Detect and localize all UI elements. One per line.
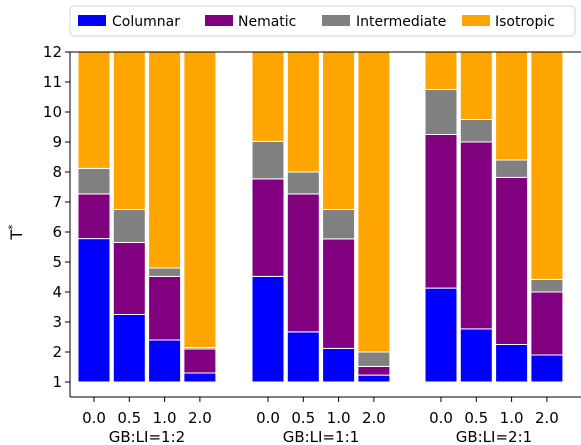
bar-segment-nematic: [530, 291, 564, 356]
legend-swatch-nematic: [205, 15, 233, 26]
bar-segment-isotropic: [530, 51, 564, 280]
bar-segment-intermediate: [530, 278, 564, 293]
x-tick-label: 0.5: [464, 409, 488, 427]
legend-swatch-isotropic: [462, 15, 490, 26]
bar-segment-isotropic: [77, 51, 111, 169]
group-label: GB:LI=1:2: [109, 428, 185, 445]
y-axis-label: T*: [6, 224, 26, 241]
bar-segment-nematic: [148, 275, 182, 341]
x-tick-label: 0.0: [429, 409, 453, 427]
bar-segment-intermediate: [495, 159, 529, 178]
y-tick-label: 11: [43, 73, 62, 91]
y-tick-label: 4: [52, 283, 62, 301]
bar-segment-columnar: [251, 275, 285, 383]
bars-layer: [77, 51, 564, 383]
legend: Columnar Nematic Intermediate Isotropic: [69, 5, 576, 37]
legend-label-isotropic: Isotropic: [495, 14, 555, 30]
x-tick-label: 1.0: [500, 409, 524, 427]
axes-layer: 0.0 0.5 1.0 2.0GB:LI=1:20.0 0.5 1.0 2.0GB:LI=1…: [6, 43, 581, 445]
x-tick-label: 0.0: [82, 409, 106, 427]
bar-segment-intermediate: [286, 171, 320, 195]
y-tick-label: 9: [52, 133, 62, 151]
legend-swatch-columnar: [78, 15, 106, 26]
bar-segment-columnar: [322, 347, 356, 383]
bar-segment-nematic: [286, 193, 320, 333]
bar-segment-columnar: [112, 314, 146, 383]
bar-segment-isotropic: [286, 51, 320, 173]
bar-segment-columnar: [183, 372, 217, 383]
legend-label-nematic: Nematic: [238, 14, 296, 30]
y-tick-label: 2: [52, 343, 62, 361]
group-label: GB:LI=2:1: [456, 428, 532, 445]
bar-segment-isotropic: [183, 51, 217, 348]
x-tick-label: 2.0: [535, 409, 559, 427]
bar-segment-nematic: [251, 178, 285, 277]
bar-segment-intermediate: [424, 89, 458, 135]
y-tick-label: 7: [52, 193, 62, 211]
bar-segment-nematic: [495, 176, 529, 345]
bar-segment-intermediate: [322, 209, 356, 240]
bar-segment-isotropic: [322, 51, 356, 210]
legend-swatch-intermediate: [322, 15, 350, 26]
bar-segment-isotropic: [459, 51, 493, 120]
bar-segment-columnar: [530, 354, 564, 383]
bar-segment-nematic: [357, 365, 391, 376]
y-tick-label: 5: [52, 253, 62, 271]
bar-segment-intermediate: [251, 140, 285, 180]
x-tick-label: 1.0: [327, 409, 351, 427]
bar-segment-nematic: [77, 193, 111, 240]
bar-segment-isotropic: [357, 51, 391, 353]
bar-segment-columnar: [148, 339, 182, 383]
bar-segment-isotropic: [424, 51, 458, 90]
y-tick-label: 6: [52, 223, 62, 241]
bar-segment-intermediate: [148, 267, 182, 277]
x-tick-label: 2.0: [188, 409, 212, 427]
group-label: GB:LI=1:1: [283, 428, 359, 445]
legend-label-columnar: Columnar: [112, 14, 180, 30]
bar-segment-intermediate: [112, 209, 146, 243]
x-tick-label: 0.5: [291, 409, 315, 427]
bar-segment-nematic: [112, 242, 146, 315]
y-tick-label: 10: [43, 103, 62, 121]
y-tick-label: 3: [52, 313, 62, 331]
bar-segment-isotropic: [495, 51, 529, 161]
bar-segment-columnar: [77, 238, 111, 383]
bar-segment-intermediate: [357, 351, 391, 367]
bar-segment-columnar: [495, 344, 529, 383]
bar-segment-isotropic: [251, 51, 285, 142]
bar-segment-intermediate: [77, 167, 111, 195]
bar-segment-intermediate: [459, 119, 493, 143]
y-tick-label: 12: [43, 43, 62, 61]
bar-segment-columnar: [424, 287, 458, 383]
bar-segment-nematic: [183, 348, 217, 374]
x-tick-label: 0.0: [256, 409, 280, 427]
bar-segment-nematic: [322, 238, 356, 349]
bar-segment-nematic: [459, 141, 493, 330]
bar-segment-columnar: [357, 374, 391, 383]
legend-label-intermediate: Intermediate: [356, 14, 446, 30]
bar-segment-isotropic: [112, 51, 146, 210]
bar-segment-columnar: [459, 328, 493, 383]
bar-segment-columnar: [286, 331, 320, 383]
x-tick-label: 1.0: [153, 409, 177, 427]
y-tick-label: 1: [52, 373, 62, 391]
x-tick-label: 0.5: [117, 409, 141, 427]
x-tick-label: 2.0: [362, 409, 386, 427]
bar-segment-nematic: [424, 134, 458, 289]
bar-segment-isotropic: [148, 51, 182, 269]
y-tick-label: 8: [52, 163, 62, 181]
